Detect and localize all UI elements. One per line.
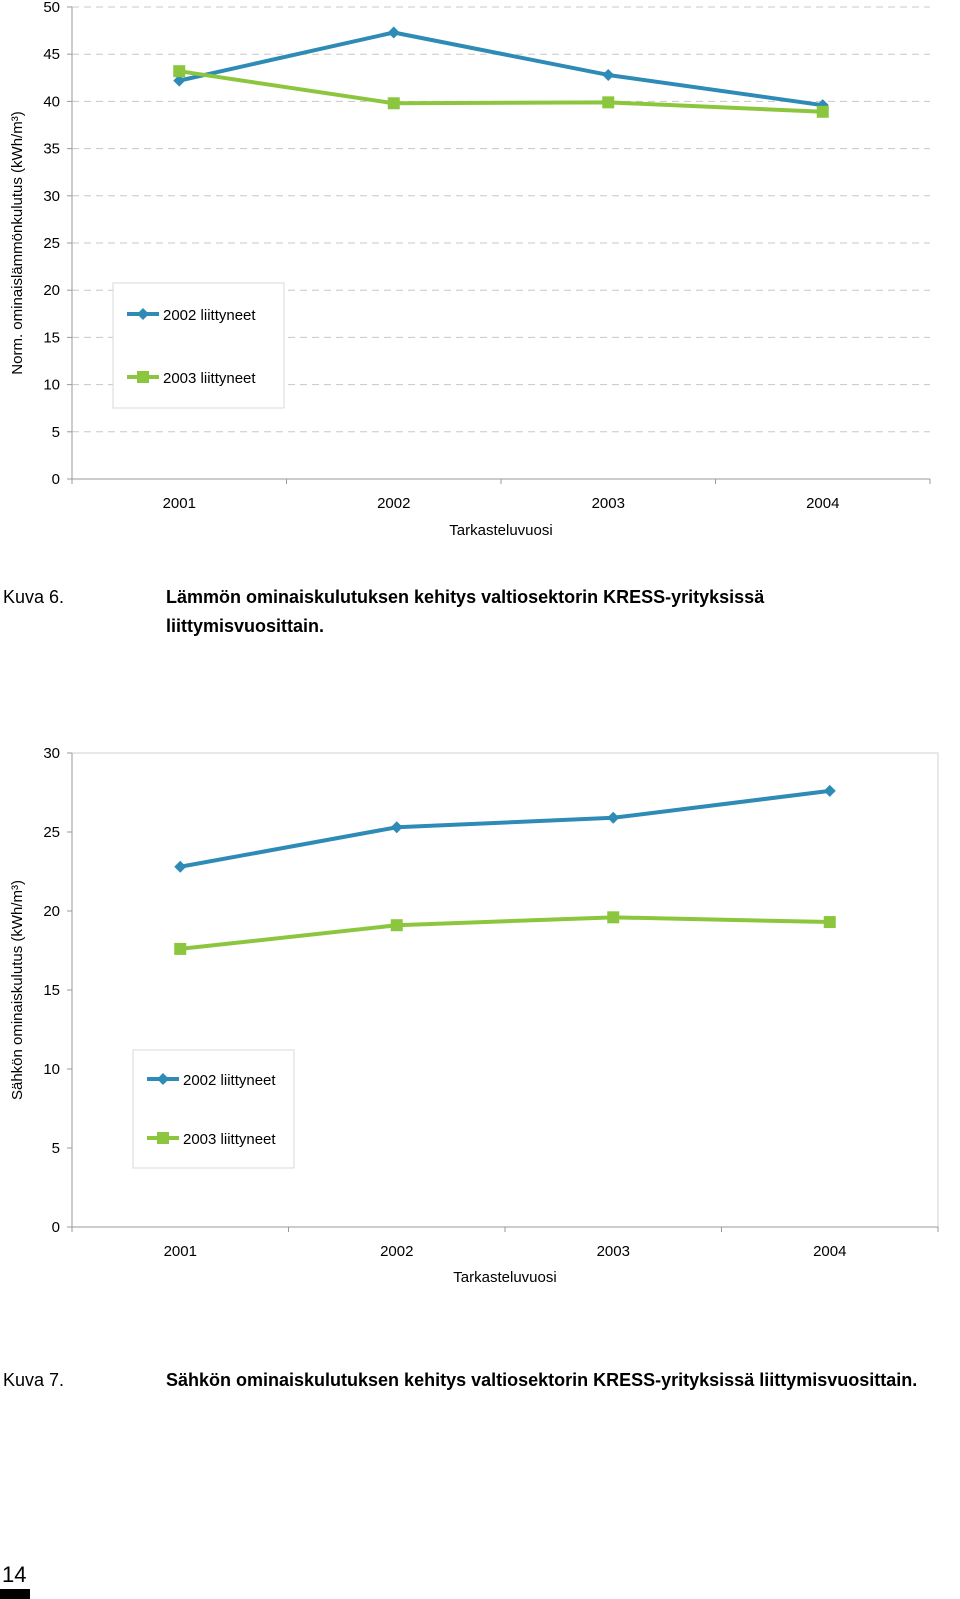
series-1 bbox=[174, 784, 836, 873]
series-line bbox=[178, 69, 823, 114]
square-marker bbox=[816, 105, 829, 118]
series-2 bbox=[174, 911, 836, 955]
y-tick-label: 20 bbox=[43, 282, 60, 299]
series-line bbox=[179, 788, 830, 869]
y-tick-label: 20 bbox=[43, 903, 60, 920]
x-axis-title: Tarkasteluvuosi bbox=[449, 522, 552, 539]
legend: 2002 liittyneet 2003 liittyneet bbox=[132, 1049, 295, 1169]
y-tick-label: 0 bbox=[52, 471, 60, 488]
y-tick-label: 10 bbox=[43, 377, 60, 394]
square-marker bbox=[173, 65, 186, 78]
x-tick-label: 2002 bbox=[377, 495, 410, 512]
diamond-marker bbox=[387, 26, 400, 39]
legend-label: 2002 liittyneet bbox=[163, 307, 256, 324]
legend-label: 2003 liittyneet bbox=[163, 370, 256, 387]
y-tick-label: 35 bbox=[43, 141, 60, 158]
square-marker bbox=[174, 942, 187, 955]
legend-label: 2002 liittyneet bbox=[183, 1072, 276, 1089]
electricity-consumption-chart: 0 5 10 15 20 25 30 2001 2002 2003 2004 Tarkasteluvu… bbox=[9, 745, 939, 1286]
diamond-marker bbox=[174, 860, 187, 873]
y-tick-label: 50 bbox=[43, 0, 60, 16]
y-axis-title: Norm. ominaislämmönkulutus (kWh/m³) bbox=[9, 111, 26, 374]
caption-text: Sähkön ominaiskulutuksen kehitys valtios… bbox=[166, 1370, 918, 1390]
square-marker bbox=[387, 97, 400, 110]
square-marker bbox=[823, 916, 836, 929]
x-axis-title: Tarkasteluvuosi bbox=[453, 1269, 556, 1286]
x-tick-label: 2004 bbox=[813, 1243, 846, 1260]
caption-label: Kuva 7. bbox=[3, 1370, 65, 1390]
y-tick-label: 30 bbox=[43, 745, 60, 762]
legend: 2002 liittyneet 2003 liittyneet bbox=[112, 282, 285, 409]
y-tick-label: 30 bbox=[43, 188, 60, 205]
legend-swatch-marker bbox=[157, 1073, 169, 1085]
x-tick-label: 2004 bbox=[806, 495, 839, 512]
legend-label: 2003 liittyneet bbox=[183, 1131, 276, 1148]
page-footer-bar bbox=[0, 1589, 30, 1599]
caption-label: Kuva 6. bbox=[3, 587, 65, 607]
x-tick-label: 2001 bbox=[164, 1243, 197, 1260]
series-line bbox=[178, 30, 824, 108]
legend-swatch-marker bbox=[137, 308, 149, 320]
y-axis-title: Sähkön ominaiskulutus (kWh/m³) bbox=[9, 880, 26, 1100]
y-tick-label: 15 bbox=[43, 329, 60, 346]
series-2 bbox=[173, 65, 829, 118]
y-tick-label: 5 bbox=[52, 424, 60, 441]
square-marker bbox=[602, 96, 615, 109]
x-tick-label: 2003 bbox=[597, 1243, 630, 1260]
caption-text: Lämmön ominaiskulutuksen kehitys valtios… bbox=[166, 587, 765, 636]
diamond-marker bbox=[390, 821, 403, 834]
y-tick-label: 5 bbox=[52, 1140, 60, 1157]
series-line bbox=[180, 915, 830, 951]
legend-box bbox=[112, 282, 285, 409]
x-tick-label: 2003 bbox=[592, 495, 625, 512]
diamond-marker bbox=[823, 784, 836, 797]
page-number: 14 bbox=[2, 1562, 27, 1587]
y-tick-label: 0 bbox=[52, 1219, 60, 1236]
x-tick-label: 2001 bbox=[163, 495, 196, 512]
y-tick-label: 25 bbox=[43, 824, 60, 841]
diamond-marker bbox=[602, 68, 615, 81]
square-marker bbox=[390, 919, 403, 932]
y-tick-label: 45 bbox=[43, 46, 60, 63]
series-1 bbox=[173, 26, 829, 112]
y-tick-label: 25 bbox=[43, 235, 60, 252]
legend-swatch-marker bbox=[157, 1132, 169, 1144]
diamond-marker bbox=[173, 74, 186, 87]
square-marker bbox=[607, 911, 620, 924]
y-tick-label: 15 bbox=[43, 982, 60, 999]
diamond-marker bbox=[607, 811, 620, 824]
legend-box bbox=[132, 1049, 295, 1169]
x-tick-label: 2002 bbox=[380, 1243, 413, 1260]
legend-swatch-marker bbox=[137, 371, 149, 383]
y-tick-label: 10 bbox=[43, 1061, 60, 1078]
y-tick-label: 40 bbox=[43, 93, 60, 110]
heat-consumption-chart: 0 5 10 15 20 25 30 35 40 45 50 2001 2002 2003 2004 Tark… bbox=[9, 0, 931, 539]
